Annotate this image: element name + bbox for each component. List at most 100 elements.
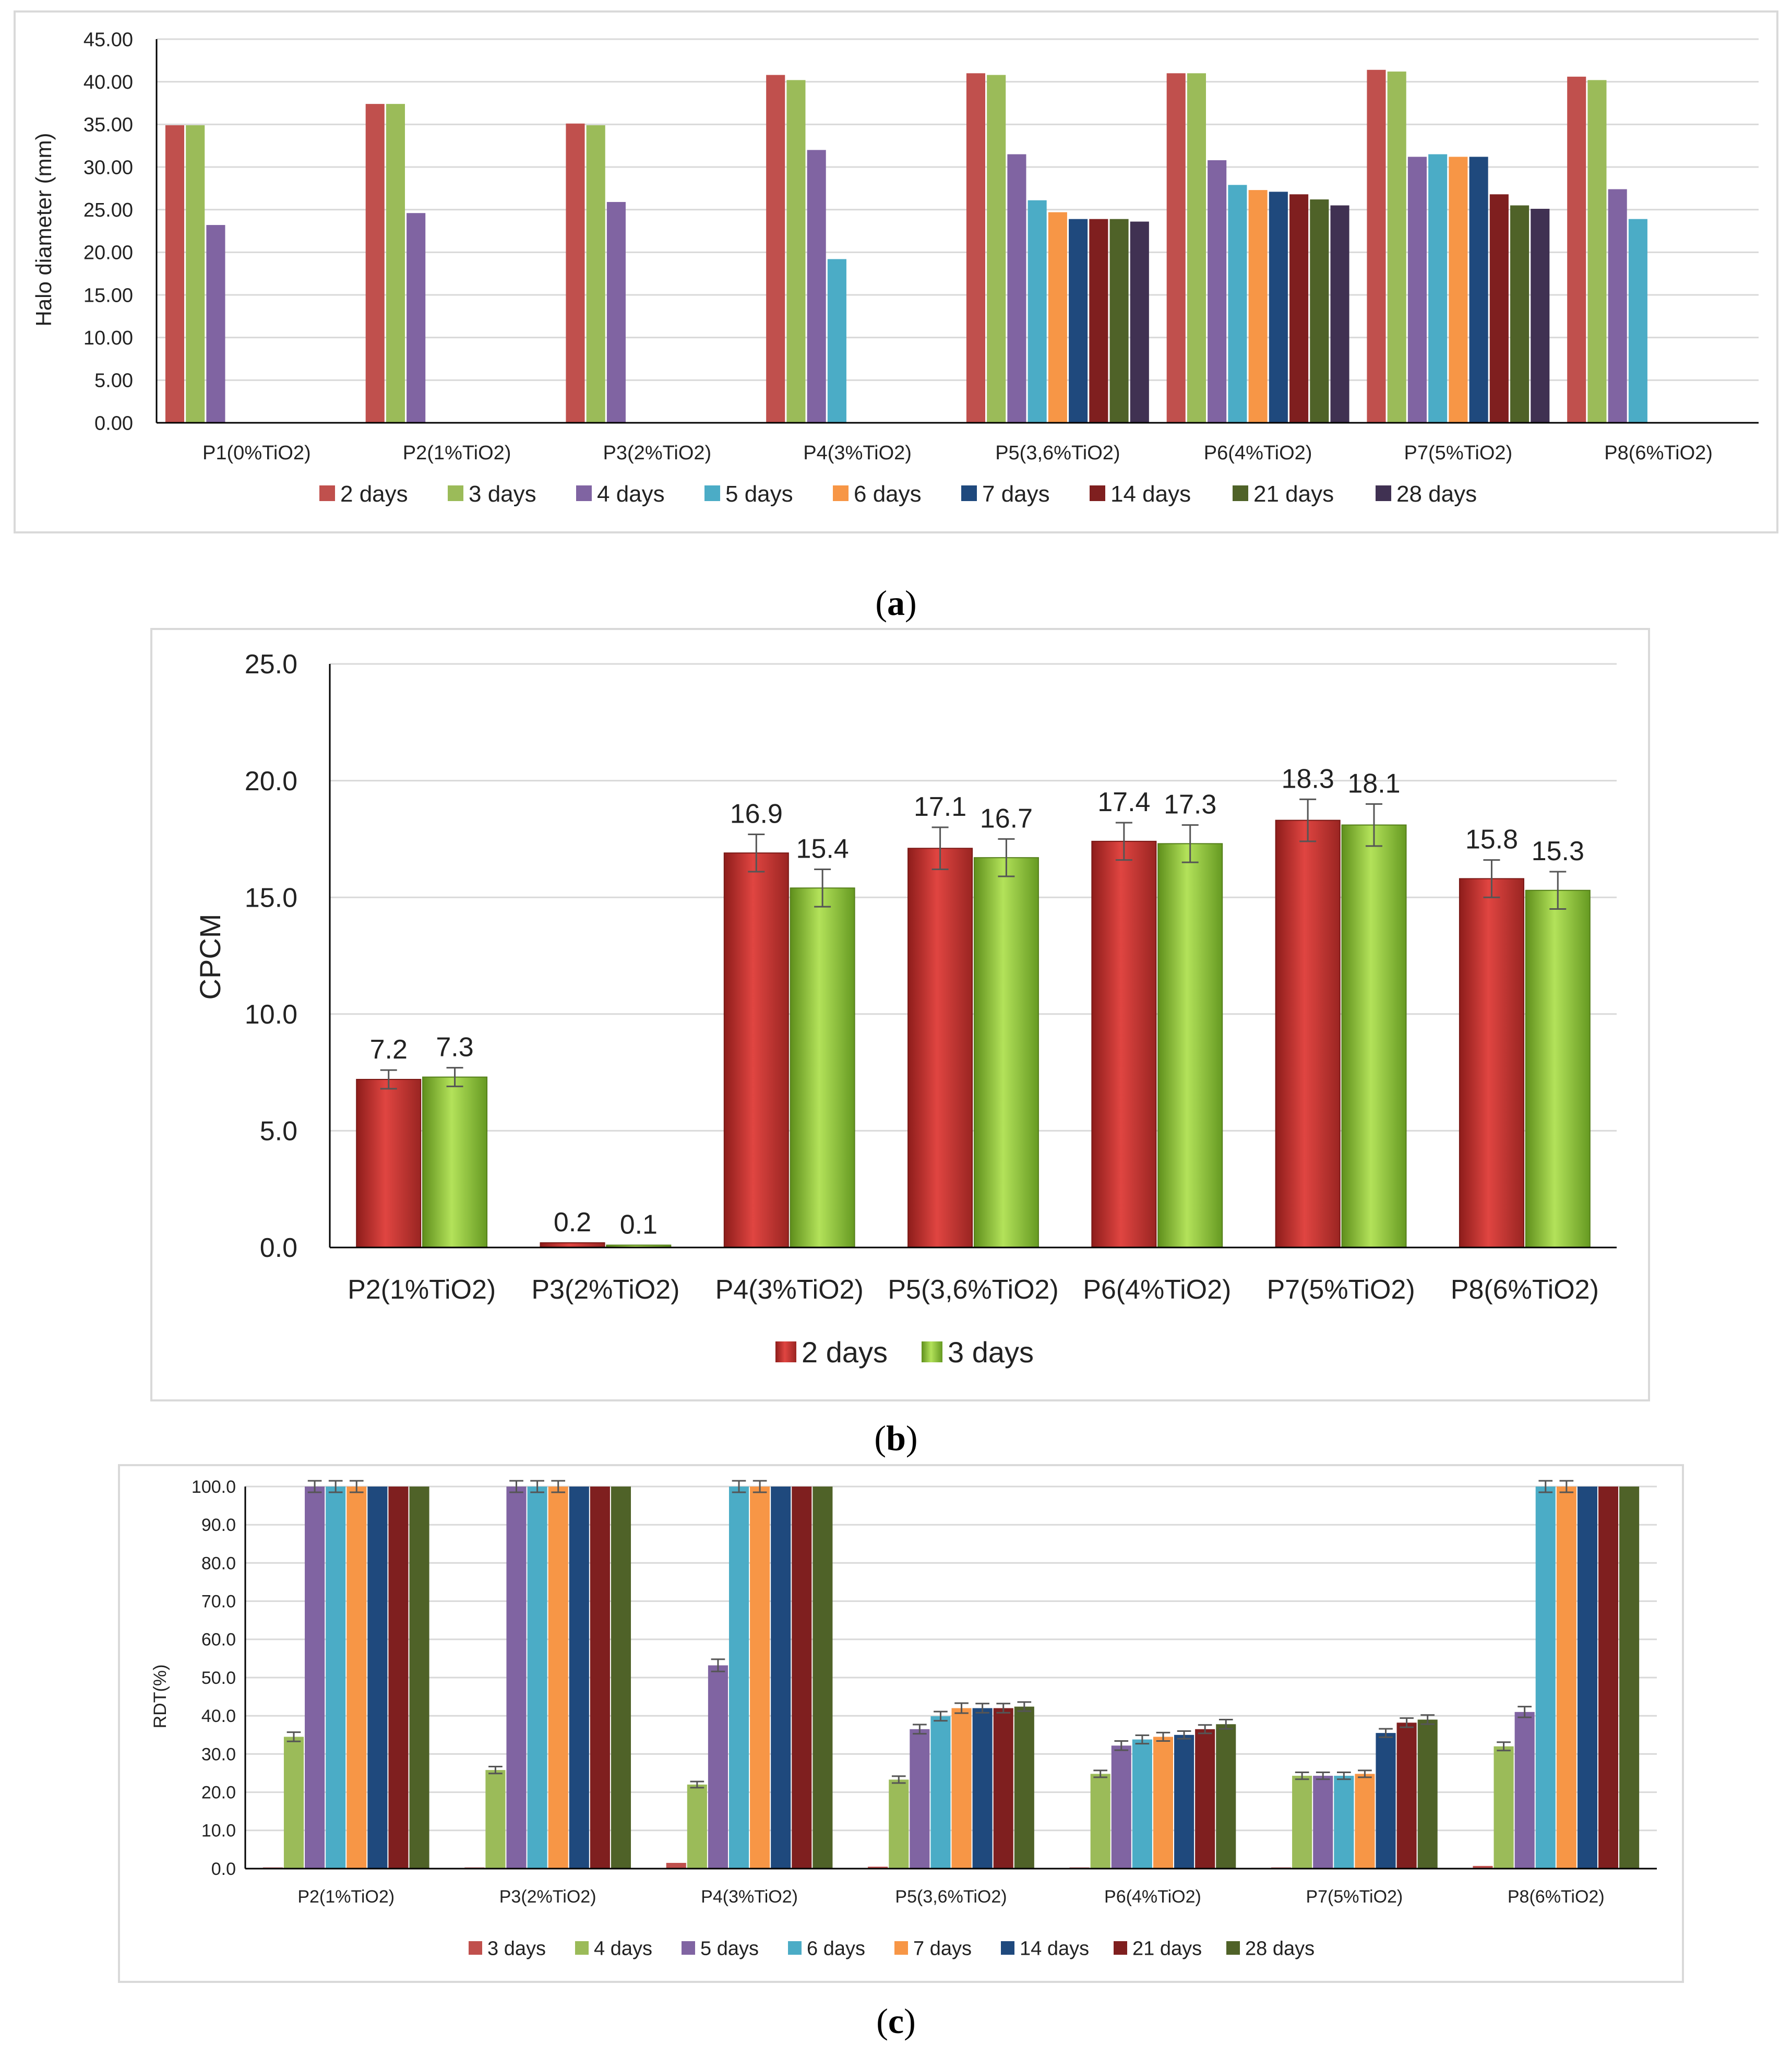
bar-7-days-p6-4-tio2 (1153, 1737, 1174, 1869)
y-tick-label: 80.0 (201, 1553, 236, 1573)
bar-28-days-p6-4-tio2 (1216, 1724, 1236, 1869)
chart-c-y-ticks: 0.0 10.0 20.0 30.0 40.0 50.0 60.0 70.0 80.0 90.0 1… (192, 1477, 236, 1879)
x-tick-label: P2(1%TiO2) (403, 442, 511, 464)
legend-swatch-2-days (775, 1341, 796, 1362)
panel-label-c: (c) (876, 2001, 916, 2041)
bar-6-days-p3-2-tio2 (527, 1487, 547, 1869)
bar-14-days-p4-3-tio2 (771, 1487, 791, 1869)
bar-3-days-p4-3-tio2 (666, 1863, 686, 1869)
x-tick-label: P6(4%TiO2) (1083, 1275, 1231, 1305)
bar-7-days-p6-4-tio2 (1269, 192, 1288, 423)
bar-2-days-p4-3-tio2 (723, 852, 789, 1249)
bar-4-days-p8-6-tio2 (1608, 189, 1627, 423)
chart-b-y-ticks: 0.0 5.0 10.0 15.0 20.0 25.0 (245, 649, 297, 1263)
x-tick-label: P7(5%TiO2) (1267, 1275, 1415, 1305)
x-tick-label: P6(4%TiO2) (1104, 1887, 1201, 1907)
legend-label-7-days: 7 days (982, 481, 1050, 507)
data-label: 18.3 (1282, 764, 1334, 794)
bar-5-days-p2-1-tio2 (305, 1487, 325, 1869)
legend-swatch-7-days (961, 485, 977, 501)
bar-2-days-p2-1-tio2 (365, 104, 385, 423)
legend-swatch-3-days (469, 1941, 482, 1955)
bar-4-days-p8-6-tio2 (1494, 1746, 1514, 1869)
x-tick-label: P4(3%TiO2) (803, 442, 912, 464)
panel-label-b: (b) (874, 1418, 917, 1458)
y-tick-label: 25.00 (83, 199, 133, 221)
legend-label-2-days: 2 days (802, 1336, 888, 1369)
y-tick-label: 10.0 (201, 1821, 236, 1841)
panel-label-a: (a) (875, 583, 916, 623)
bar-6-days-p5-3-6-tio2 (1048, 212, 1067, 423)
bar-4-days-p2-1-tio2 (283, 1737, 304, 1869)
legend-label-21-days: 21 days (1132, 1938, 1202, 1960)
bar-4-days-p2-1-tio2 (407, 213, 426, 423)
data-label: 16.9 (730, 799, 783, 829)
bar-21-days-p2-1-tio2 (388, 1487, 409, 1869)
legend-swatch-3-days (922, 1341, 942, 1362)
bar-5-days-p8-6-tio2 (1628, 219, 1647, 423)
x-tick-label: P6(4%TiO2) (1204, 442, 1312, 464)
y-tick-label: 15.0 (245, 883, 297, 913)
legend-swatch-2-days (319, 485, 335, 501)
chart-b-data-labels: 7.2 7.3 0.2 0.1 16.9 15.4 17.1 16.7 17.4 17.3 18.3… (370, 764, 1584, 1240)
y-tick-label: 60.0 (201, 1630, 236, 1650)
bar-2-days-p7-5-tio2 (1367, 69, 1386, 423)
legend-label-5-days: 5 days (700, 1938, 759, 1960)
legend-swatch-5-days (682, 1941, 695, 1955)
bar-3-days-p6-4-tio2 (1157, 843, 1223, 1248)
chart-a-legend: 2 days 3 days 4 days 5 days 6 days 7 days 14 d… (319, 481, 1477, 507)
data-label: 15.8 (1465, 825, 1518, 855)
y-tick-label: 90.0 (201, 1515, 236, 1535)
bar-4-days-p5-3-6-tio2 (1007, 154, 1026, 423)
chart-c-axes (244, 1487, 1657, 1870)
y-tick-label: 0.0 (260, 1233, 297, 1263)
data-label: 16.7 (980, 803, 1033, 834)
bar-14-days-p6-4-tio2 (1289, 194, 1309, 423)
bar-28-days-p4-3-tio2 (813, 1487, 833, 1869)
bar-21-days-p3-2-tio2 (590, 1487, 610, 1869)
chart-c-y-axis-label: RDT(%) (150, 1665, 170, 1729)
bar-3-days-p5-3-6-tio2 (973, 857, 1039, 1248)
legend-swatch-14-days (1090, 485, 1105, 501)
x-tick-label: P8(6%TiO2) (1451, 1275, 1599, 1305)
y-tick-label: 100.0 (192, 1477, 236, 1497)
x-tick-label: P2(1%TiO2) (297, 1887, 395, 1907)
x-tick-label: P7(5%TiO2) (1306, 1887, 1403, 1907)
chart-c-bars (262, 1480, 1640, 1869)
bar-7-days-p5-3-6-tio2 (951, 1708, 972, 1869)
y-tick-label: 10.00 (83, 327, 133, 349)
y-tick-label: 25.0 (245, 649, 297, 680)
legend-swatch-7-days (894, 1941, 908, 1955)
legend-swatch-28-days (1376, 485, 1391, 501)
bar-3-days-p5-3-6-tio2 (987, 75, 1006, 423)
bar-14-days-p5-3-6-tio2 (1089, 219, 1108, 423)
bar-28-days-p5-3-6-tio2 (1130, 221, 1149, 423)
bar-2-days-p2-1-tio2 (356, 1079, 422, 1249)
bar-6-days-p8-6-tio2 (1535, 1487, 1556, 1869)
bar-2-days-p3-2-tio2 (566, 123, 585, 423)
bar-14-days-p7-5-tio2 (1376, 1733, 1396, 1869)
x-tick-label: P7(5%TiO2) (1404, 442, 1513, 464)
bar-6-days-p5-3-6-tio2 (930, 1716, 951, 1869)
bar-21-days-p7-5-tio2 (1396, 1722, 1417, 1869)
chart-a-y-ticks: 0.00 5.00 10.00 15.00 20.00 25.00 30.00 35.00 40… (83, 29, 133, 434)
y-tick-label: 50.0 (201, 1668, 236, 1688)
bar-5-days-p8-6-tio2 (1514, 1712, 1535, 1869)
y-tick-label: 70.0 (201, 1592, 236, 1612)
x-tick-label: P4(3%TiO2) (701, 1887, 798, 1907)
legend-label-21-days: 21 days (1253, 481, 1334, 507)
legend-swatch-6-days (788, 1941, 802, 1955)
bar-4-days-p4-3-tio2 (807, 150, 826, 423)
bar-3-days-p2-1-tio2 (422, 1076, 488, 1248)
chart-b-legend: 2 days 3 days (775, 1336, 1034, 1369)
y-tick-label: 35.00 (83, 114, 133, 136)
legend-swatch-6-days (833, 485, 849, 501)
bar-3-days-p5-3-6-tio2 (868, 1867, 888, 1869)
bar-5-days-p6-4-tio2 (1228, 185, 1247, 423)
bar-14-days-p6-4-tio2 (1174, 1734, 1194, 1869)
bar-6-days-p6-4-tio2 (1248, 190, 1268, 423)
x-tick-label: P1(0%TiO2) (202, 442, 311, 464)
bar-7-days-p3-2-tio2 (548, 1487, 568, 1869)
data-label: 15.4 (796, 834, 849, 864)
bar-5-days-p7-5-tio2 (1428, 154, 1448, 423)
